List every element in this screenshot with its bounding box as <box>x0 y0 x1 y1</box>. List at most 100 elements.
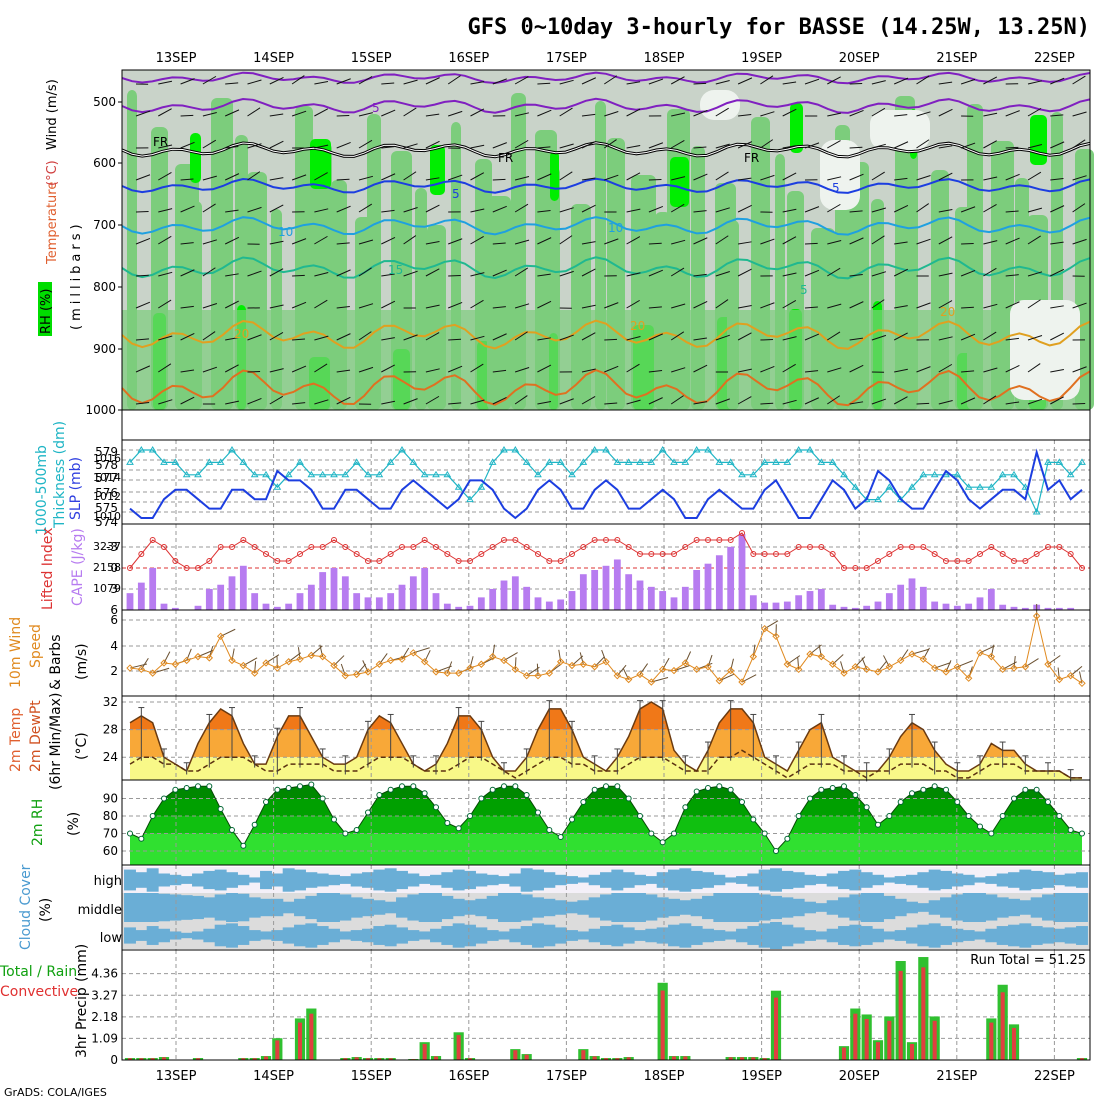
rh-core <box>190 133 201 183</box>
cloud-high-bar <box>747 873 760 887</box>
cloud-low-bar <box>951 928 964 943</box>
cloud-low-bar <box>169 931 182 940</box>
rh-point <box>784 835 791 842</box>
rh-point <box>818 786 825 793</box>
cloud-low-bar <box>588 928 601 943</box>
lifted-point <box>353 551 360 557</box>
wind-barb <box>893 268 909 277</box>
rh-point <box>274 786 281 793</box>
rh-point <box>716 783 723 790</box>
lifted-point <box>931 551 938 557</box>
wind-barb <box>983 176 998 181</box>
fr-label-1: FR <box>498 151 513 165</box>
wind-barb <box>648 205 664 213</box>
rh-point <box>863 804 870 811</box>
label-precip-unit: (mm) <box>74 944 90 982</box>
wind-barb <box>983 331 997 341</box>
precip-conv-bar <box>263 1056 269 1060</box>
wind-barb <box>938 300 953 309</box>
wind-barb <box>804 206 820 213</box>
thickness-point <box>228 446 236 453</box>
rh-point <box>195 783 201 790</box>
cape-bar <box>1067 607 1075 610</box>
wind-barb <box>269 268 284 277</box>
precip-conv-bar <box>388 1058 393 1060</box>
pressure-axis: 500 600 700 800 900 1000 <box>85 95 122 417</box>
run-total: Run Total = 51.25 <box>970 953 1086 968</box>
wind-point <box>477 660 486 668</box>
thickness-point <box>171 458 180 465</box>
wind-point <box>364 668 372 676</box>
wind-barb <box>760 302 775 309</box>
rh-point <box>875 821 881 828</box>
precip-conv-bar <box>150 1058 155 1060</box>
lifted-point <box>637 551 643 557</box>
thickness-point <box>454 483 463 490</box>
cloud-middle-bar <box>1030 897 1043 918</box>
rh-point <box>943 786 949 793</box>
cloud-middle-bar <box>146 893 159 922</box>
wind-point <box>1010 664 1018 672</box>
cloud-low-bar <box>475 927 488 944</box>
lifted-point <box>523 544 530 550</box>
wind-barb <box>336 333 351 341</box>
lifted-point <box>965 558 972 564</box>
tick-label: 2.18 <box>91 1010 118 1024</box>
rh-point <box>489 786 496 793</box>
cape-bar <box>364 597 372 610</box>
wind-barb <box>470 172 485 181</box>
cloud-middle-bar <box>169 894 182 921</box>
rh-contours <box>122 90 1094 410</box>
wind-barb <box>336 396 351 405</box>
cape-bar <box>217 584 225 610</box>
wind-barb <box>291 110 307 117</box>
wind-barb <box>180 78 195 85</box>
rh-core <box>670 157 689 207</box>
label-temp-1: 2m Temp <box>8 708 24 772</box>
wind-barb <box>581 177 596 181</box>
wind-barb <box>492 205 507 213</box>
lifted-point <box>886 551 893 557</box>
wind-point <box>296 655 304 663</box>
precip-conv-bar <box>513 1050 518 1060</box>
cape-bar <box>171 607 179 610</box>
wind-point <box>840 669 848 677</box>
wind-barb <box>224 364 239 373</box>
wind-point <box>1055 675 1064 684</box>
cloud-high-bar <box>781 870 794 890</box>
wind-point <box>284 658 293 666</box>
thickness-point <box>341 470 350 478</box>
wind-barb <box>983 367 998 373</box>
label-precip-total: Total / Rain <box>0 964 77 980</box>
thickness-point <box>738 470 746 478</box>
wind-point <box>590 663 599 671</box>
wind-barb <box>291 238 307 245</box>
wind-barb <box>648 397 663 405</box>
wind-barb <box>1005 110 1020 117</box>
wind-point <box>545 669 554 677</box>
thickness-point <box>783 458 792 465</box>
cape-bar <box>262 603 270 610</box>
cloud-middle-bar <box>158 893 170 922</box>
contour-label-20a: 20 <box>234 327 249 341</box>
wind-barb <box>448 110 463 117</box>
wind-barb <box>225 209 239 213</box>
cloud-middle-bar <box>124 893 136 922</box>
dewpoint-line <box>129 749 1082 779</box>
tick-label: 4 <box>110 639 118 653</box>
cloud-high-bar <box>577 877 590 883</box>
cloud-high-bar <box>826 873 839 887</box>
wind-barb <box>470 272 485 277</box>
wind-barb <box>581 204 596 213</box>
cloud-middle-bar <box>679 900 692 915</box>
cloud-high-bar <box>1053 874 1066 886</box>
rh-point <box>297 783 303 790</box>
cloud-middle-bar <box>815 903 828 912</box>
wind-point <box>1032 612 1041 620</box>
wind-barb <box>738 304 752 309</box>
wind-point <box>307 651 316 660</box>
temp2m-panel: 32 28 24 <box>103 695 1091 782</box>
wind-barb <box>626 363 640 373</box>
thickness-point <box>137 446 146 453</box>
lifted-point <box>399 544 405 550</box>
